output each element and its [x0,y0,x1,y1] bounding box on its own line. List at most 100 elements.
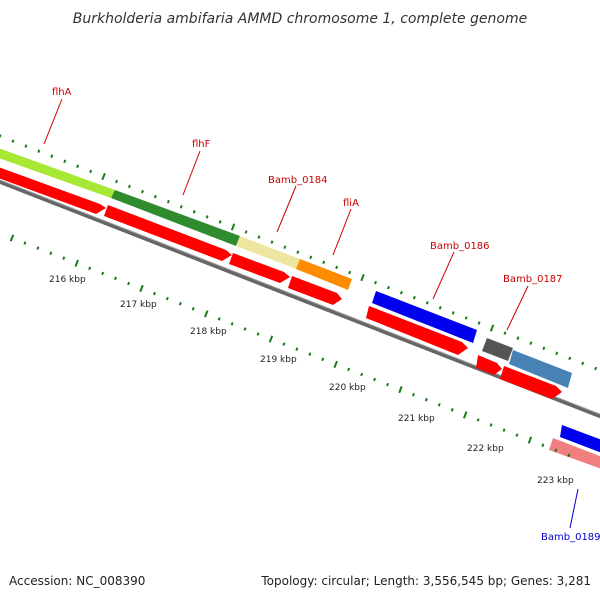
tick-minor [594,366,598,371]
feature-bamb-0187-a[interactable] [482,338,513,361]
tick-minor [541,443,545,447]
cds-arrow[interactable] [288,276,342,305]
leader-bamb-0186 [432,251,455,300]
tick-minor [63,159,67,164]
label-leaders [43,98,579,529]
tick-label: 219 kbp [260,355,297,365]
feature-bamb-0184[interactable] [236,236,300,269]
tick-minor [411,392,415,397]
tick-minor [581,361,585,366]
feature-flha[interactable] [0,145,115,198]
tick-minor [567,453,571,458]
cds-arrow[interactable] [229,253,290,283]
gene-label-bamb-0184[interactable]: Bamb_0184 [268,175,328,186]
tick-minor [49,251,53,255]
cds-arrow[interactable] [366,306,468,355]
tick-minor [88,266,92,271]
tick-minor [295,347,299,351]
tick-minor [282,342,286,346]
tick-minor [516,336,520,340]
cds-arrow[interactable] [476,355,502,375]
tick-minor [243,327,247,331]
tick-minor [412,295,416,300]
tick-minor [503,331,507,335]
cds-arrow[interactable] [500,366,562,399]
tick-minor [76,164,80,169]
gene-label-flia[interactable]: fliA [343,198,359,209]
tick-label: 222 kbp [467,444,504,454]
tick-minor [191,307,195,311]
tick-minor [166,199,170,204]
genome-summary: Topology: circular; Length: 3,556,545 bp… [260,574,591,588]
tick-minor [50,154,54,158]
tick-major [230,223,236,231]
gene-label-flhf[interactable]: flhF [192,139,211,150]
tick-label: 223 kbp [537,476,574,486]
gene-label-bamb-0187[interactable]: Bamb_0187 [503,274,563,285]
tick-major [527,436,533,444]
tick-minor [451,311,455,315]
tick-minor [347,367,351,372]
tick-minor [309,255,313,260]
tick-minor [37,149,41,153]
leader-bamb-0187 [506,285,529,331]
tick-minor [438,306,442,310]
tick-major [462,411,468,419]
tick-minor [335,265,339,270]
accession-text: Accession: NC_008390 [9,574,145,588]
tick-label: 218 kbp [190,327,227,337]
tick-minor [217,317,221,321]
gene-label-bamb-0186[interactable]: Bamb_0186 [430,241,490,252]
tick-minor [270,240,274,244]
gene-labels: flhA flhF Bamb_0184 fliA Bamb_0186 Bamb_… [52,87,600,543]
tick-minor [542,346,546,351]
tick-minor [192,210,196,214]
feature-bamb-0189-blue[interactable] [560,425,600,456]
gene-label-bamb-0189[interactable]: Bamb_0189 [541,532,600,543]
tick-marks [0,134,598,458]
feature-bamb-0189-pink[interactable] [549,438,600,472]
tick-major [489,324,495,332]
tick-minor [114,276,118,281]
tick-minor [89,169,93,174]
tick-minor [554,448,558,453]
cds-arrow[interactable] [104,205,232,261]
tick-minor [165,296,169,301]
tick-minor [0,134,2,138]
tick-minor [568,356,572,361]
tick-minor [386,285,390,290]
cds-arrow[interactable] [0,164,106,214]
tick-minor [127,281,131,286]
tick-label: 220 kbp [329,383,366,393]
tick-minor [244,230,248,234]
tick-label: 221 kbp [398,414,435,424]
tick-minor [308,352,312,356]
tick-minor [24,144,28,148]
tick-minor [178,301,182,306]
tick-minor [374,280,378,285]
tick-major [204,310,209,318]
tick-minor [529,341,533,345]
tick-minor [62,256,66,260]
tick-minor [321,357,325,362]
feature-bamb-0187-b[interactable] [509,350,572,388]
feature-bamb-0186[interactable] [372,291,477,343]
tick-minor [230,322,234,326]
gene-label-flha[interactable]: flhA [52,87,72,98]
tick-major [139,284,144,293]
feature-flia[interactable] [296,259,352,290]
tick-minor [179,205,183,209]
tick-minor [322,260,326,265]
tick-minor [489,423,493,427]
tick-major [360,273,365,282]
tick-minor [296,250,300,254]
tick-minor [11,139,15,143]
tick-minor [502,428,506,432]
leader-bamb-0189 [569,488,579,529]
leader-bamb-0184 [276,185,297,233]
tick-label: 217 kbp [120,300,157,310]
tick-minor [127,184,131,189]
feature-flhf[interactable] [111,190,240,246]
tick-minor [218,220,222,224]
tick-minor [477,321,481,325]
